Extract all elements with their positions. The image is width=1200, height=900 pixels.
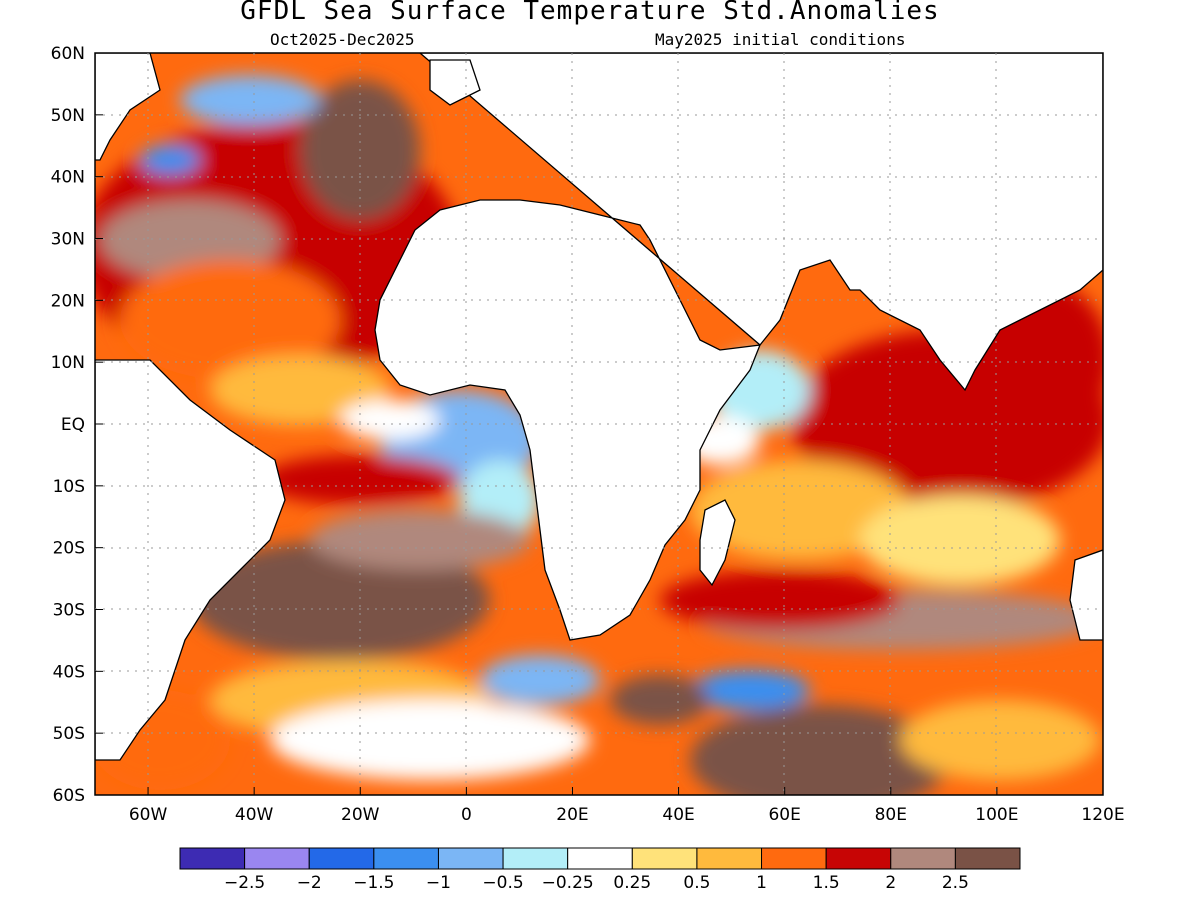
lat-tick-label: 20S bbox=[53, 539, 85, 559]
land-masses bbox=[95, 53, 1103, 761]
lat-tick-label: 10S bbox=[53, 477, 85, 497]
colorbar-label: 2 bbox=[885, 873, 896, 893]
lat-tick-label: 60S bbox=[53, 786, 85, 806]
colorbar-label: −2.5 bbox=[224, 873, 265, 893]
colorbar-swatch bbox=[761, 847, 827, 870]
lat-tick-label: 60N bbox=[51, 44, 85, 64]
colorbar-swatch bbox=[954, 847, 1021, 870]
colorbar-label: 1 bbox=[756, 873, 767, 893]
lon-tick-label: 0 bbox=[461, 805, 472, 825]
colorbar-label: −1 bbox=[426, 873, 451, 893]
colorbar-swatch bbox=[308, 847, 375, 870]
lat-tick-label: 50S bbox=[53, 724, 85, 744]
colorbar: −2.5 −2 −1.5 −1 −0.5 −0.25 0.25 0.5 1 1.5 2 2.5 bbox=[179, 847, 1021, 893]
initial-conditions: May2025 initial conditions bbox=[655, 30, 906, 49]
colorbar-label: 0.5 bbox=[683, 873, 710, 893]
colorbar-swatch bbox=[373, 847, 439, 870]
colorbar-swatch bbox=[567, 847, 633, 870]
colorbar-swatch bbox=[696, 847, 763, 870]
lon-tick-label: 20W bbox=[341, 805, 380, 825]
lon-tick-label: 80E bbox=[875, 805, 907, 825]
graticule bbox=[95, 53, 1103, 795]
colorbar-swatch bbox=[631, 847, 698, 870]
colorbar-swatch bbox=[502, 847, 569, 870]
colorbar-swatch bbox=[437, 847, 504, 870]
lon-tick-label: 60W bbox=[129, 805, 168, 825]
lon-tick-label: 120E bbox=[1081, 805, 1124, 825]
lat-tick-label: 50N bbox=[51, 106, 85, 126]
lat-tick-label: 10N bbox=[51, 353, 85, 373]
lon-tick-label: 40E bbox=[662, 805, 694, 825]
latitude-axis: 60N 50N 40N 30N 20N 10N EQ 10S 20S 30S 40S 50S 60S bbox=[51, 44, 103, 806]
longitude-axis: 60W 40W 20W 0 20E 40E 60E 80E 100E 120E bbox=[129, 787, 1125, 825]
colorbar-label: −1.5 bbox=[353, 873, 394, 893]
colorbar-label: −2 bbox=[297, 873, 322, 893]
colorbar-swatch bbox=[179, 847, 246, 870]
lon-tick-label: 60E bbox=[768, 805, 800, 825]
lat-tick-label: 40N bbox=[51, 168, 85, 188]
lat-tick-label: 40S bbox=[53, 662, 85, 682]
map-title: GFDL Sea Surface Temperature Std.Anomali… bbox=[240, 0, 940, 26]
colorbar-swatch bbox=[244, 847, 310, 870]
lat-tick-label: 20N bbox=[51, 291, 85, 311]
colorbar-label: −0.5 bbox=[482, 873, 523, 893]
colorbar-swatch bbox=[890, 847, 956, 870]
lon-tick-label: 40W bbox=[235, 805, 274, 825]
lon-tick-label: 100E bbox=[975, 805, 1018, 825]
colorbar-label: 1.5 bbox=[813, 873, 840, 893]
lat-tick-label: EQ bbox=[61, 415, 85, 435]
colorbar-swatch bbox=[825, 847, 892, 870]
lat-tick-label: 30N bbox=[51, 230, 85, 250]
colorbar-label: −0.25 bbox=[542, 873, 594, 893]
colorbar-label: 0.25 bbox=[613, 873, 651, 893]
lat-tick-label: 30S bbox=[53, 601, 85, 621]
anomaly-field bbox=[95, 53, 1103, 795]
forecast-period: Oct2025-Dec2025 bbox=[270, 30, 415, 49]
colorbar-label: 2.5 bbox=[942, 873, 969, 893]
lon-tick-label: 20E bbox=[556, 805, 588, 825]
